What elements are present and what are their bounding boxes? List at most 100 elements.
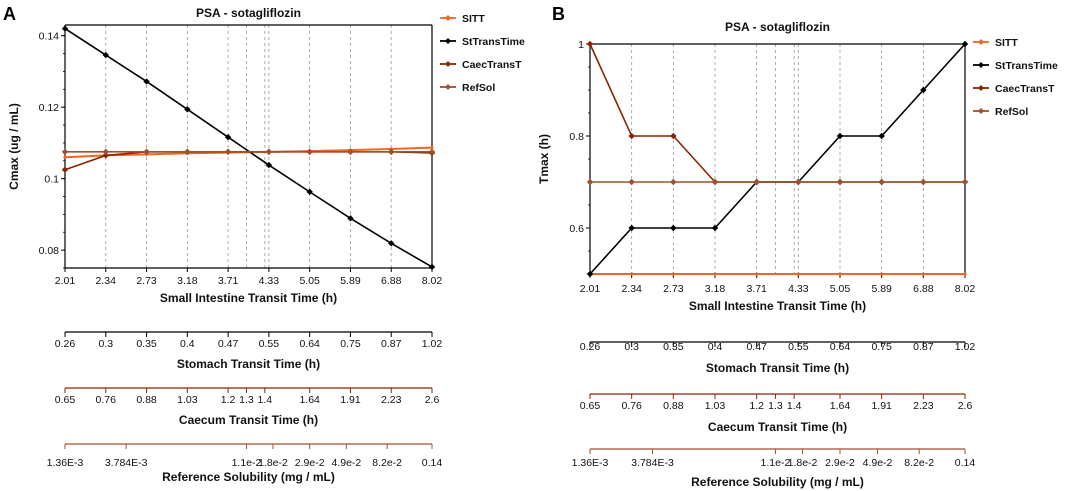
data-point-StTransTime bbox=[711, 224, 719, 232]
extra-tick-label: 2.23 bbox=[913, 400, 934, 412]
data-point-StTransTime bbox=[184, 106, 191, 113]
x-axis-label: Small Intestine Transit Time (h) bbox=[160, 291, 337, 305]
extra-tick-label: 1.64 bbox=[830, 400, 851, 412]
data-point-RefSol bbox=[961, 178, 969, 186]
y-tick-label: 0.8 bbox=[569, 131, 584, 143]
data-point-RefSol bbox=[428, 148, 436, 156]
data-point-CaecTransT bbox=[102, 152, 109, 159]
extra-axis-1: 0.26 0.3 0.35 0.4 0.47 0.55 0.64 0.75 0.87 1.02 St… bbox=[580, 341, 976, 375]
data-point-RefSol bbox=[61, 148, 69, 156]
chart-title: PSA - sotagliflozin bbox=[196, 6, 301, 20]
x-tick-label: 2.01 bbox=[580, 283, 601, 295]
extra-tick-label: 0.3 bbox=[98, 338, 113, 350]
extra-tick-label: 8.2e-2 bbox=[372, 457, 402, 469]
extra-tick-label: 0.64 bbox=[299, 338, 320, 350]
extra-tick-label: 0.88 bbox=[136, 394, 157, 406]
x-tick-label: 4.33 bbox=[259, 275, 280, 287]
extra-tick-label: 3.784E-3 bbox=[105, 457, 148, 469]
legend-label: CaecTransT bbox=[995, 83, 1055, 95]
x-tick-label: 4.33 bbox=[788, 283, 809, 295]
data-point-StTransTime bbox=[428, 263, 436, 271]
panel-letter: A bbox=[3, 4, 16, 24]
extra-axis-label: Stomach Transit Time (h) bbox=[177, 357, 320, 371]
legend-label: RefSol bbox=[995, 106, 1028, 118]
extra-tick-label: 1.8e-2 bbox=[788, 457, 818, 469]
data-point-SITT bbox=[671, 272, 675, 276]
legend-swatch-marker bbox=[978, 62, 984, 68]
extra-tick-label: 2.23 bbox=[381, 394, 402, 406]
extra-tick-label: 0.47 bbox=[218, 338, 239, 350]
extra-tick-label: 0.88 bbox=[663, 400, 684, 412]
data-point-StTransTime bbox=[586, 270, 594, 278]
extra-tick-label: 0.35 bbox=[136, 338, 157, 350]
extra-tick-label: 2.6 bbox=[425, 394, 440, 406]
extra-axis-label: Caecum Transit Time (h) bbox=[179, 413, 318, 427]
extra-tick-label: 2.6 bbox=[958, 400, 973, 412]
extra-tick-label: 2.9e-2 bbox=[295, 457, 325, 469]
panel-B: B PSA - sotagliflozin 0.6 0.8 1 Tmax (h) 2.01 2… bbox=[537, 4, 1058, 489]
data-point-StTransTime bbox=[224, 134, 232, 141]
extra-axis-3: 1.36E-3 3.784E-3 1.1e-21.8e-2 2.9e-2 4.9e-2 8… bbox=[572, 448, 976, 489]
data-point-RefSol bbox=[586, 178, 594, 186]
data-point-SITT bbox=[838, 272, 842, 276]
data-point-RefSol bbox=[388, 148, 395, 156]
data-point-RefSol bbox=[306, 148, 313, 156]
panel-letter: B bbox=[552, 4, 565, 24]
x-tick-label: 8.02 bbox=[422, 275, 443, 287]
data-point-SITT bbox=[880, 272, 884, 276]
extra-tick-label: 0.75 bbox=[871, 341, 892, 353]
data-point-SITT bbox=[963, 272, 967, 276]
extra-tick-label: 1.8e-2 bbox=[258, 457, 288, 469]
y-tick-label: 1 bbox=[578, 39, 584, 51]
y-axis-label: Cmax (ug / mL) bbox=[7, 103, 21, 190]
extra-tick-label: 1.91 bbox=[340, 394, 361, 406]
extra-tick-label: 0.76 bbox=[96, 394, 117, 406]
extra-tick-label: 1.91 bbox=[871, 400, 892, 412]
data-point-SITT bbox=[713, 272, 717, 276]
legend-label: SITT bbox=[462, 13, 485, 25]
extra-tick-label: 0.35 bbox=[663, 341, 684, 353]
extra-tick-label: 0.87 bbox=[381, 338, 402, 350]
extra-tick-label: 1.36E-3 bbox=[47, 457, 84, 469]
data-point-RefSol bbox=[628, 178, 635, 186]
x-tick-label: 5.05 bbox=[830, 283, 851, 295]
data-point-StTransTime bbox=[143, 78, 150, 85]
extra-tick-label: 0.76 bbox=[621, 400, 642, 412]
data-point-StTransTime bbox=[961, 40, 969, 48]
y-axis-label: Tmax (h) bbox=[537, 134, 551, 184]
data-point-SITT bbox=[755, 272, 759, 276]
extra-tick-label: 1.1e-2 bbox=[761, 457, 791, 469]
x-tick-label: 2.34 bbox=[96, 275, 117, 287]
data-point-StTransTime bbox=[836, 132, 844, 140]
series-line-StTransTime bbox=[589, 43, 966, 275]
x-tick-label: 8.02 bbox=[955, 283, 976, 295]
extra-tick-label: 0.14 bbox=[955, 457, 976, 469]
data-point-StTransTime bbox=[61, 25, 69, 32]
data-point-SITT bbox=[921, 272, 925, 276]
data-point-StTransTime bbox=[347, 215, 354, 222]
data-point-SITT bbox=[430, 145, 434, 150]
extra-tick-label: 0.26 bbox=[580, 341, 601, 353]
x-tick-label: 3.71 bbox=[218, 275, 239, 287]
data-point-StTransTime bbox=[878, 132, 885, 140]
data-point-RefSol bbox=[670, 178, 677, 186]
extra-tick-label: 0.65 bbox=[55, 394, 76, 406]
data-point-CaecTransT bbox=[586, 40, 594, 48]
extra-axis-1: 0.26 0.3 0.35 0.4 0.47 0.55 0.64 0.75 0.87 1.02 St… bbox=[55, 331, 442, 371]
data-point-RefSol bbox=[795, 178, 802, 186]
data-point-RefSol bbox=[143, 148, 150, 156]
extra-tick-label: 0.65 bbox=[580, 400, 601, 412]
extra-tick-label: 1.64 bbox=[299, 394, 320, 406]
extra-tick-label: 0.26 bbox=[55, 338, 76, 350]
x-tick-label: 5.89 bbox=[340, 275, 361, 287]
x-tick-label: 3.18 bbox=[705, 283, 726, 295]
data-point-StTransTime bbox=[265, 161, 273, 169]
data-point-RefSol bbox=[878, 178, 885, 186]
series-line-CaecTransT bbox=[589, 43, 965, 183]
x-tick-label: 3.71 bbox=[746, 283, 767, 295]
legend-label: StTransTime bbox=[995, 60, 1058, 72]
extra-tick-label: 4.9e-2 bbox=[863, 457, 893, 469]
extra-tick-label: 0.14 bbox=[422, 457, 443, 469]
extra-tick-label: 1.03 bbox=[177, 394, 198, 406]
